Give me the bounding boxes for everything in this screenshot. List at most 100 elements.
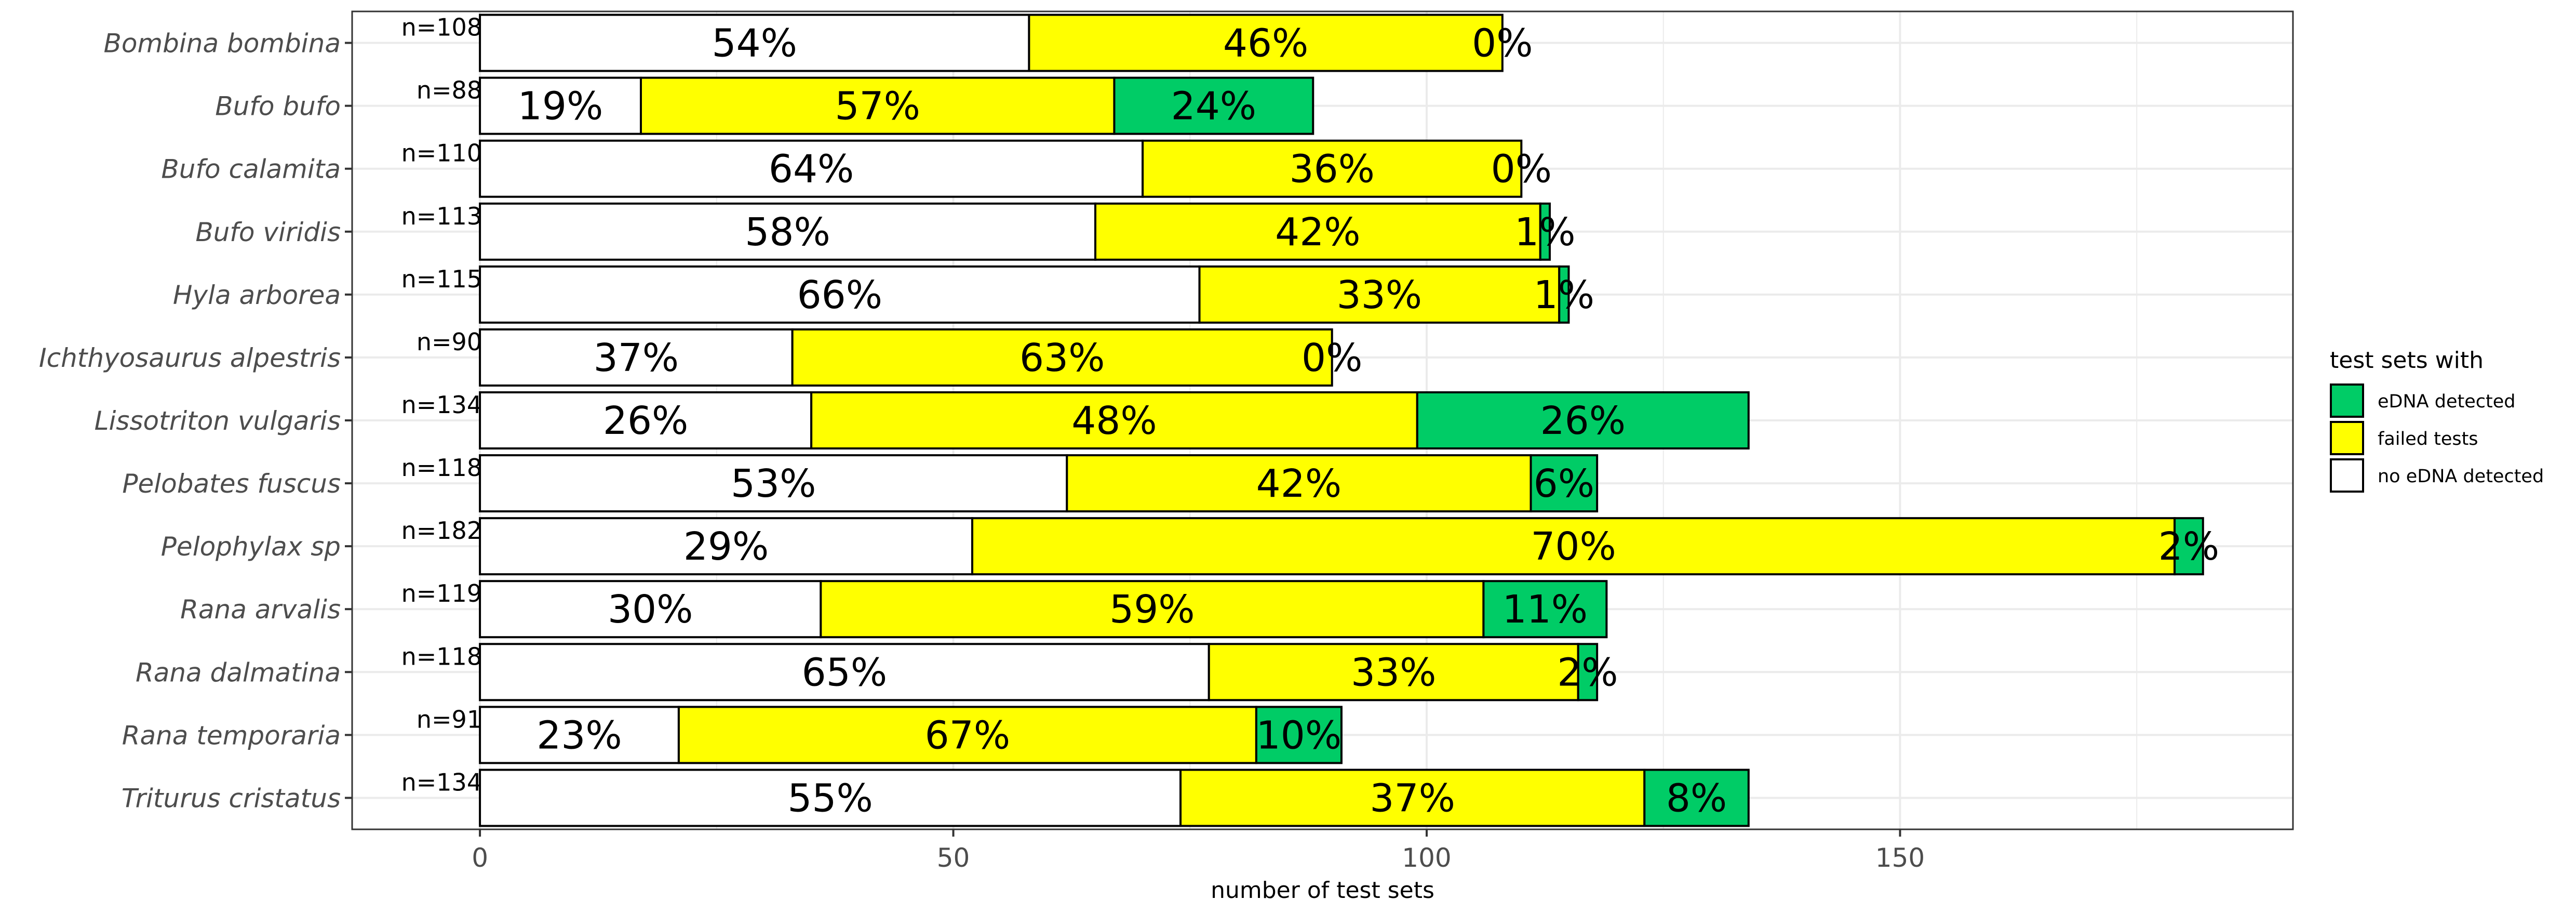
bar-segment-none — [479, 76, 642, 135]
y-tick-label: Rana arvalis — [180, 594, 341, 625]
sample-size-label: n=134 — [401, 391, 482, 419]
legend-label-none: no eDNA detected — [2378, 466, 2544, 487]
y-tick-label: Bufo viridis — [195, 217, 341, 247]
data-label-none: 23% — [536, 713, 622, 758]
bar-segment-none — [479, 14, 1030, 72]
data-label-edna: 26% — [1540, 399, 1626, 443]
data-label-none: 26% — [603, 399, 688, 443]
data-label-none: 66% — [797, 273, 882, 317]
bar-segment-edna — [1643, 769, 1750, 827]
bar-segment-edna — [1113, 76, 1314, 135]
data-label-none: 58% — [745, 210, 830, 255]
legend: test sets with eDNA detected failed tests… — [2330, 347, 2544, 493]
bar-segment-failed — [820, 580, 1485, 639]
bar-segment-failed — [810, 391, 1418, 449]
data-label-failed: 63% — [1019, 336, 1105, 380]
legend-title: test sets with — [2330, 347, 2484, 374]
data-label-none: 53% — [731, 461, 816, 506]
data-label-failed: 67% — [925, 713, 1010, 758]
axes-layer: Bombina bombina Bufo bufo Bufo calamita Buf… — [39, 29, 1925, 873]
bar-segment-edna — [1558, 265, 1570, 324]
y-tick-label: Hyla arborea — [173, 280, 341, 310]
data-label-none: 64% — [769, 147, 854, 192]
data-label-edna: 1% — [1514, 210, 1575, 255]
bar-segment-edna — [2174, 517, 2204, 576]
data-label-edna: 8% — [1666, 776, 1727, 821]
bar-segment-none — [479, 706, 680, 764]
bar-segment-edna — [1530, 454, 1599, 513]
y-tick-label: Rana temporaria — [122, 720, 341, 750]
data-label-edna: 11% — [1502, 587, 1588, 632]
sample-size-label: n=110 — [401, 139, 482, 167]
bar-segment-none — [479, 202, 1096, 261]
data-label-none: 37% — [594, 336, 679, 380]
sample-size-label: n=134 — [401, 768, 482, 796]
data-label-failed: 37% — [1370, 776, 1455, 821]
bar-segment-edna — [1416, 391, 1750, 449]
sample-size-label: n=118 — [401, 642, 482, 670]
y-tick-label: Pelobates fuscus — [122, 469, 341, 499]
bar-segment-edna — [1255, 706, 1343, 764]
legend-key-none — [2330, 458, 2364, 493]
data-label-none: 65% — [802, 650, 887, 695]
data-label-failed: 42% — [1256, 461, 1341, 506]
bar-segment-failed — [1142, 139, 1523, 198]
bar-segment-failed — [1179, 769, 1646, 827]
y-tick-label: Bufo calamita — [161, 154, 341, 184]
sample-size-label: n=115 — [401, 265, 482, 293]
bar-segment-edna — [1482, 580, 1608, 639]
data-label-failed: 33% — [1351, 650, 1436, 695]
sample-size-label: n=118 — [401, 454, 482, 482]
y-tick-label: Triturus cristatus — [122, 783, 341, 813]
bar-segment-none — [479, 643, 1210, 702]
bar-segment-failed — [1028, 14, 1504, 72]
y-tick-label: Lissotriton vulgaris — [95, 406, 341, 436]
legend-key-edna — [2330, 383, 2364, 418]
data-label-edna: 0% — [1491, 147, 1552, 192]
sample-size-label: n=91 — [417, 705, 482, 733]
legend-key-failed — [2330, 421, 2364, 455]
x-tick-label: 100 — [1402, 843, 1451, 873]
data-label-none: 29% — [683, 524, 769, 569]
data-label-edna: 0% — [1302, 336, 1362, 380]
data-label-none: 55% — [787, 776, 873, 821]
bar-segment-none — [479, 580, 822, 639]
bar-segment-none — [479, 265, 1201, 324]
panel-border — [351, 10, 2294, 830]
sample-size-label: n=108 — [401, 14, 482, 42]
y-tick-label: Bufo bufo — [215, 91, 341, 122]
data-label-failed: 59% — [1109, 587, 1195, 632]
sample-size-label: n=119 — [401, 579, 482, 607]
bar-segment-failed — [1198, 265, 1561, 324]
sample-size-label: n=90 — [417, 328, 482, 356]
data-label-edna: 2% — [2158, 524, 2219, 569]
bar-segment-none — [479, 391, 813, 449]
bar-segment-none — [479, 328, 794, 387]
bar-segment-none — [479, 139, 1144, 198]
y-tick-label: Bombina bombina — [104, 29, 341, 59]
data-label-edna: 10% — [1256, 713, 1341, 758]
sample-size-label: n=88 — [417, 76, 482, 104]
data-label-edna: 6% — [1534, 461, 1594, 506]
data-label-none: 54% — [712, 21, 797, 66]
bar-segment-none — [479, 769, 1182, 827]
bar-labels-layer: 54% 46% 0% n=108 19% 57% 24% n=88 64% 36% 0% n=110 5… — [401, 14, 2220, 821]
bar-segment-failed — [639, 76, 1116, 135]
x-tick-label: 50 — [937, 843, 970, 873]
x-tick-label: 0 — [472, 843, 488, 873]
legend-label-failed: failed tests — [2378, 429, 2478, 449]
data-label-failed: 42% — [1275, 210, 1360, 255]
bar-segment-edna — [1577, 643, 1599, 702]
y-tick-label: Rana dalmatina — [136, 657, 341, 687]
sample-size-label: n=113 — [401, 202, 482, 230]
data-label-none: 19% — [518, 84, 603, 129]
y-tick-label: Ichthyosaurus alpestris — [39, 343, 341, 373]
data-label-edna: 0% — [1472, 21, 1533, 66]
data-label-failed: 36% — [1289, 147, 1374, 192]
y-tick-label: Pelophylax sp — [161, 532, 341, 562]
bar-segment-failed — [971, 517, 2176, 576]
data-label-failed: 46% — [1223, 21, 1308, 66]
bar-segment-edna — [1539, 202, 1551, 261]
